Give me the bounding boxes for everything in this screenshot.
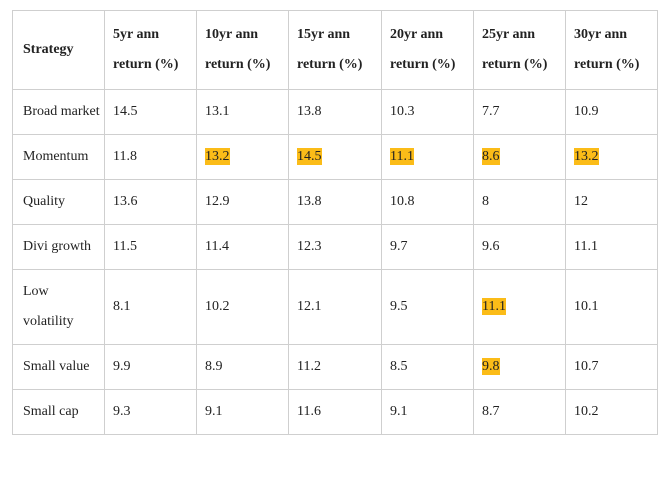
header-cell: 30yr ann return (%) [565, 10, 658, 90]
table-row: Quality 13.6 12.9 13.8 10.8 8 12 [12, 179, 658, 225]
value-cell: 9.9 [104, 344, 197, 390]
value-cell: 13.1 [196, 89, 289, 135]
table-row: Low volatility 8.1 10.2 12.1 9.5 11.1 10.1 [12, 269, 658, 345]
row-label: Low volatility [12, 269, 105, 345]
table-row: Small value 9.9 8.9 11.2 8.5 9.8 10.7 [12, 344, 658, 390]
header-cell: 25yr ann return (%) [473, 10, 566, 90]
value-cell: 8.1 [104, 269, 197, 345]
value-cell: 8.7 [473, 389, 566, 435]
highlighted-value: 13.2 [574, 148, 599, 165]
value-cell: 13.2 [196, 134, 289, 180]
row-label: Small cap [12, 389, 105, 435]
table-row: Momentum 11.8 13.2 14.5 11.1 8.6 13.2 [12, 134, 658, 180]
row-label: Small value [12, 344, 105, 390]
value-cell: 10.3 [381, 89, 474, 135]
value-cell: 9.3 [104, 389, 197, 435]
highlighted-value: 14.5 [297, 148, 322, 165]
value-cell: 11.8 [104, 134, 197, 180]
table-row: Broad market 14.5 13.1 13.8 10.3 7.7 10.9 [12, 89, 658, 135]
table-row: Divi growth 11.5 11.4 12.3 9.7 9.6 11.1 [12, 224, 658, 270]
value-cell: 11.1 [473, 269, 566, 345]
value-cell: 9.1 [381, 389, 474, 435]
value-cell: 7.7 [473, 89, 566, 135]
value-cell: 13.6 [104, 179, 197, 225]
value-cell: 10.7 [565, 344, 658, 390]
value-cell: 11.6 [288, 389, 382, 435]
highlighted-value: 8.6 [482, 148, 500, 165]
value-cell: 13.8 [288, 179, 382, 225]
value-cell: 8.6 [473, 134, 566, 180]
header-cell: Strategy [12, 10, 105, 90]
value-cell: 12.3 [288, 224, 382, 270]
value-cell: 12.9 [196, 179, 289, 225]
value-cell: 9.1 [196, 389, 289, 435]
row-label: Momentum [12, 134, 105, 180]
row-label: Broad market [12, 89, 105, 135]
value-cell: 10.1 [565, 269, 658, 345]
row-label: Divi growth [12, 224, 105, 270]
value-cell: 14.5 [104, 89, 197, 135]
table-row: Small cap 9.3 9.1 11.6 9.1 8.7 10.2 [12, 389, 658, 435]
value-cell: 10.8 [381, 179, 474, 225]
value-cell: 11.1 [565, 224, 658, 270]
value-cell: 9.5 [381, 269, 474, 345]
highlighted-value: 11.1 [390, 148, 414, 165]
value-cell: 10.9 [565, 89, 658, 135]
value-cell: 9.6 [473, 224, 566, 270]
value-cell: 8.5 [381, 344, 474, 390]
value-cell: 11.2 [288, 344, 382, 390]
header-cell: 10yr ann return (%) [196, 10, 289, 90]
value-cell: 9.7 [381, 224, 474, 270]
header-row: Strategy 5yr ann return (%) 10yr ann retur… [12, 10, 658, 90]
value-cell: 8 [473, 179, 566, 225]
header-cell: 15yr ann return (%) [288, 10, 382, 90]
value-cell: 13.2 [565, 134, 658, 180]
value-cell: 14.5 [288, 134, 382, 180]
value-cell: 13.8 [288, 89, 382, 135]
table-body: Broad market 14.5 13.1 13.8 10.3 7.7 10.9 Momen… [12, 89, 658, 435]
value-cell: 12.1 [288, 269, 382, 345]
row-label: Quality [12, 179, 105, 225]
returns-table: Strategy 5yr ann return (%) 10yr ann retur… [12, 10, 658, 435]
header-cell: 20yr ann return (%) [381, 10, 474, 90]
value-cell: 10.2 [565, 389, 658, 435]
header-cell: 5yr ann return (%) [104, 10, 197, 90]
highlighted-value: 13.2 [205, 148, 230, 165]
highlighted-value: 9.8 [482, 358, 500, 375]
value-cell: 11.5 [104, 224, 197, 270]
value-cell: 8.9 [196, 344, 289, 390]
value-cell: 11.4 [196, 224, 289, 270]
value-cell: 12 [565, 179, 658, 225]
value-cell: 11.1 [381, 134, 474, 180]
highlighted-value: 11.1 [482, 298, 506, 315]
value-cell: 10.2 [196, 269, 289, 345]
value-cell: 9.8 [473, 344, 566, 390]
